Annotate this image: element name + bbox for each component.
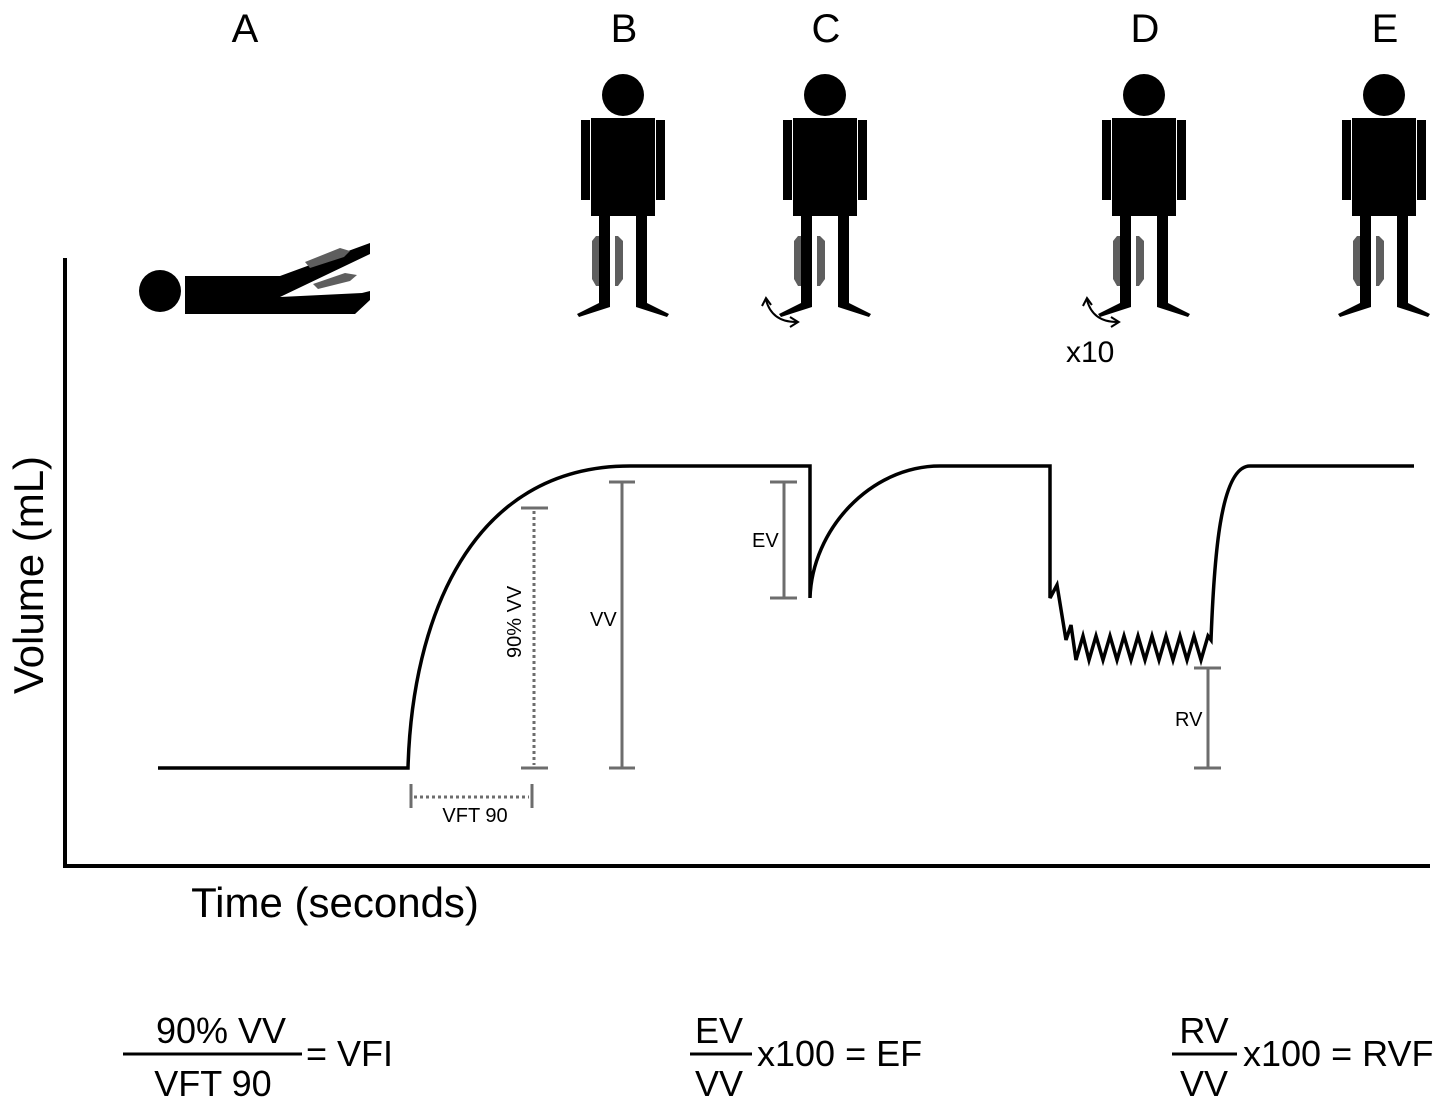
formula-rvf: RV VV x100 = RVF: [1172, 1010, 1433, 1104]
standing-figure-b: [577, 74, 669, 317]
formula-rvf-result: x100 = RVF: [1243, 1033, 1433, 1074]
rv-label: RV: [1175, 709, 1203, 731]
curved-arrow-icon: [761, 296, 800, 328]
formula-ef-denominator: VV: [695, 1063, 743, 1104]
x-axis-label: Time (seconds): [191, 879, 479, 926]
volume-trace: [158, 464, 1414, 770]
y-axis-label: Volume (mL): [5, 456, 52, 694]
formula-rvf-denominator: VV: [1180, 1063, 1228, 1104]
formula-vfi-result: = VFI: [306, 1033, 393, 1074]
stage-label-b: B: [611, 7, 638, 51]
standing-figure-d: [1098, 74, 1190, 317]
formula-ef-result: x100 = EF: [757, 1033, 922, 1074]
standing-figure-e: [1338, 74, 1430, 317]
stage-label-e: E: [1372, 7, 1399, 51]
vft90-bracket: [409, 784, 534, 808]
stage-label-d: D: [1131, 7, 1160, 51]
formula-ef: EV VV x100 = EF: [690, 1010, 922, 1104]
formula-vfi-denominator: VFT 90: [154, 1063, 271, 1104]
formula-vfi: 90% VV VFT 90 = VFI: [123, 1010, 393, 1104]
thigh-cuff-upper: [305, 248, 350, 268]
formula-vfi-numerator: 90% VV: [156, 1010, 286, 1051]
vv-bracket: [609, 480, 635, 770]
vv-label: VV: [590, 609, 617, 631]
standing-figure-c: [779, 74, 871, 317]
rv-bracket: [1194, 666, 1221, 770]
pct90-vv-bracket: [521, 506, 548, 770]
supine-figure: [139, 243, 370, 314]
stage-label-a: A: [232, 7, 259, 51]
repeat-count-label: x10: [1066, 336, 1114, 369]
chart-axes: [63, 258, 1430, 868]
formula-rvf-numerator: RV: [1179, 1010, 1228, 1051]
ev-bracket: [770, 480, 797, 600]
vft90-label: VFT 90: [442, 805, 507, 827]
formula-ef-numerator: EV: [695, 1010, 743, 1051]
stage-label-c: C: [812, 7, 841, 51]
pct90-vv-label: 90% VV: [504, 585, 526, 658]
curved-arrow-icon: [1082, 296, 1121, 328]
ev-label: EV: [752, 530, 779, 552]
thigh-cuff-lower: [313, 273, 357, 289]
